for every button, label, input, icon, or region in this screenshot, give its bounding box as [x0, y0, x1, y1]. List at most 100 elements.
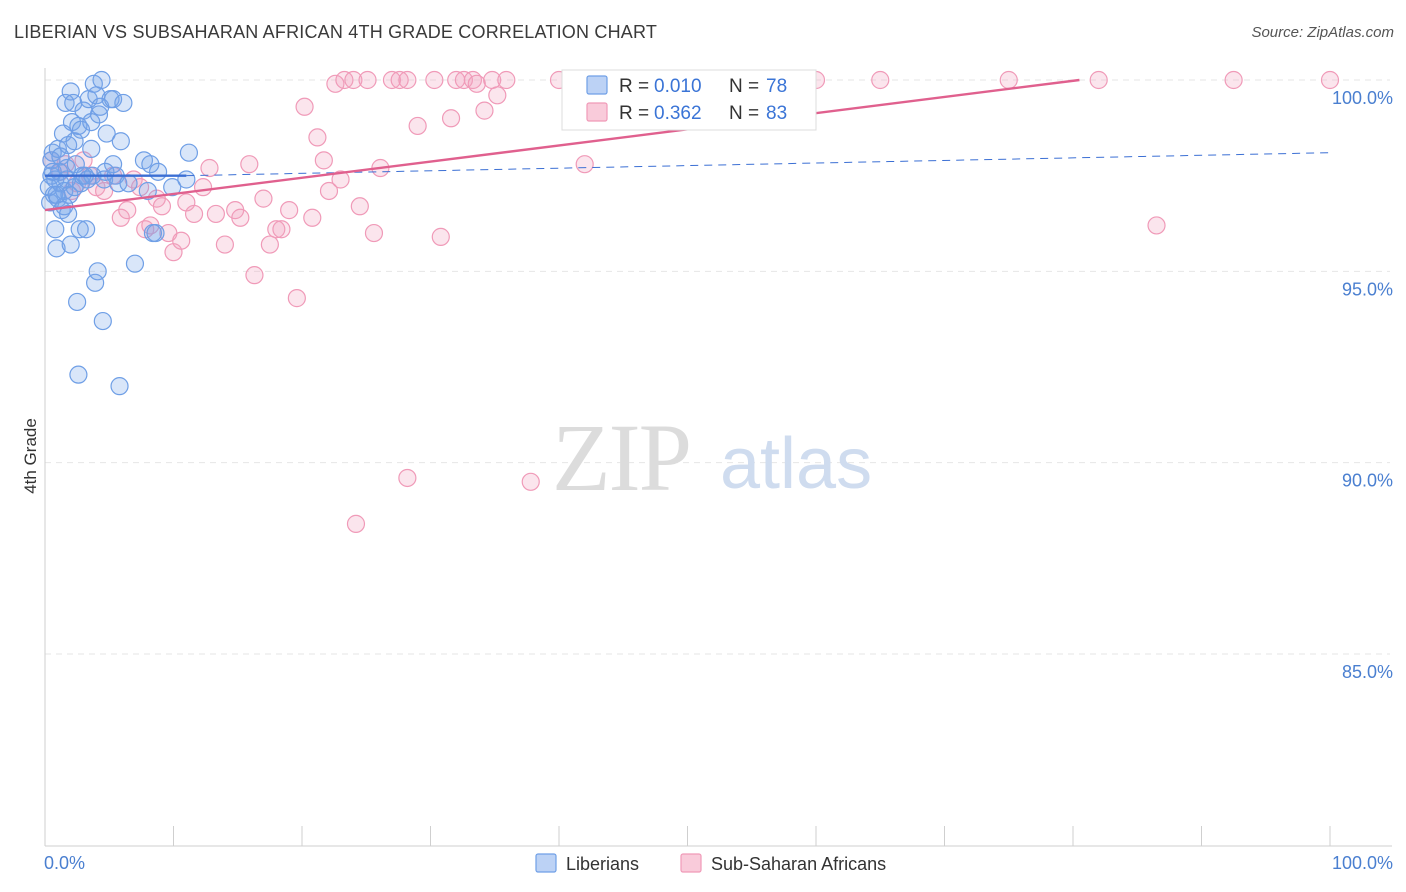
point-subsaharan-55	[431, 227, 450, 246]
point-liberians-67	[163, 178, 182, 197]
point-subsaharan-31	[254, 189, 273, 208]
point-subsaharan-41	[319, 181, 339, 201]
point-liberians-51	[97, 124, 116, 143]
point-subsaharan-80	[398, 468, 417, 488]
point-subsaharan-30	[245, 266, 264, 285]
point-liberians-40	[82, 139, 101, 158]
trend-solid-subsaharan	[44, 78, 1080, 212]
point-subsaharan-37	[295, 97, 314, 116]
legend-n-value-subsaharan: 83	[766, 103, 787, 124]
bottom-legend-label-liberians: Liberians	[566, 854, 639, 874]
x-tick-label-min: 0.0%	[44, 853, 85, 873]
point-liberians-37	[77, 220, 96, 239]
point-liberians-46	[89, 105, 109, 124]
point-subsaharan-28	[231, 208, 250, 227]
point-liberians-20	[59, 204, 78, 224]
bottom-legend-swatch-liberians	[535, 853, 557, 873]
legend-swatch-subsaharan	[586, 102, 608, 122]
point-subsaharan-56	[441, 109, 461, 128]
legend-series: Liberians Sub-Saharan Africans	[535, 853, 886, 874]
point-subsaharan-81	[521, 472, 540, 491]
point-subsaharan-64	[497, 70, 516, 90]
x-tick-label-max: 100.0%	[1332, 853, 1393, 873]
point-subsaharan-45	[344, 70, 363, 90]
point-liberians-39	[82, 112, 101, 132]
point-subsaharan-11	[118, 201, 137, 220]
point-subsaharan-25	[206, 204, 226, 224]
legend-r-label-liberians: R =	[619, 76, 649, 97]
watermark-atlas: atlas	[720, 424, 872, 504]
point-liberians-63	[141, 155, 160, 174]
point-subsaharan-38	[303, 208, 322, 227]
point-liberians-73	[78, 170, 97, 189]
point-subsaharan-82	[346, 514, 366, 533]
point-subsaharan-34	[272, 220, 291, 239]
bottom-legend-label-subsaharan: Sub-Saharan Africans	[711, 854, 886, 874]
series-sub-saharan-africans	[42, 70, 1340, 533]
trend-lines	[44, 78, 1331, 212]
point-subsaharan-63	[488, 86, 507, 105]
trend-dashed-liberians	[186, 152, 1331, 177]
legend-swatch-liberians	[586, 75, 608, 95]
point-liberians-60	[125, 254, 145, 273]
y-tick-label-0: 100.0%	[1332, 88, 1393, 108]
point-liberians-25	[64, 93, 83, 113]
point-subsaharan-50	[382, 70, 402, 90]
point-liberians-68	[177, 170, 196, 189]
point-subsaharan-40	[314, 151, 333, 170]
point-subsaharan-61	[475, 101, 494, 120]
point-subsaharan-46	[350, 197, 369, 216]
point-liberians-22	[61, 82, 80, 101]
point-liberians-23	[61, 235, 80, 254]
point-liberians-57	[110, 377, 129, 396]
point-liberians-58	[114, 93, 133, 113]
point-liberians-6	[46, 220, 65, 239]
point-subsaharan-26	[215, 235, 234, 254]
point-subsaharan-17	[152, 197, 172, 216]
point-liberians-65	[146, 223, 165, 243]
axes	[44, 68, 1392, 847]
point-subsaharan-67	[575, 155, 594, 174]
point-subsaharan-60	[467, 74, 486, 93]
legend-n-label-liberians: N =	[729, 76, 759, 97]
y-tick-label-3: 85.0%	[1342, 662, 1393, 682]
legend-stats: R = 0.010 N = 78 R = 0.362 N = 83	[561, 69, 817, 131]
point-subsaharan-75	[999, 70, 1018, 90]
y-axis-label: 4th Grade	[21, 418, 40, 494]
point-liberians-76	[96, 162, 115, 181]
point-subsaharan-47	[358, 70, 377, 90]
point-liberians-59	[111, 132, 130, 151]
watermark-zip: ZIP	[552, 404, 690, 511]
point-subsaharan-29	[240, 155, 259, 174]
series-liberians	[39, 70, 199, 396]
point-liberians-75	[57, 170, 76, 189]
legend-r-value-liberians: 0.010	[654, 76, 702, 97]
x-tick-labels: 0.0% 100.0%	[44, 853, 1393, 873]
point-subsaharan-43	[331, 170, 350, 189]
point-liberians-32	[70, 220, 89, 239]
point-subsaharan-33	[267, 220, 286, 239]
legend-n-value-liberians: 78	[766, 76, 787, 97]
chart-source: Source: ZipAtlas.com	[1251, 24, 1394, 41]
point-subsaharan-35	[280, 201, 299, 220]
point-subsaharan-53	[408, 116, 427, 136]
legend-r-label-subsaharan: R =	[619, 103, 649, 124]
point-liberians-74	[47, 185, 66, 204]
point-liberians-26	[65, 132, 84, 151]
point-liberians-77	[119, 174, 138, 193]
point-subsaharan-51	[390, 70, 409, 90]
point-subsaharan-22	[184, 204, 204, 224]
point-subsaharan-76	[1089, 70, 1108, 90]
point-subsaharan-77	[1147, 216, 1166, 235]
y-tick-label-2: 90.0%	[1342, 471, 1393, 491]
point-subsaharan-23	[193, 178, 213, 197]
point-liberians-62	[138, 181, 157, 201]
point-subsaharan-32	[260, 235, 279, 254]
point-subsaharan-20	[172, 231, 191, 250]
point-liberians-71	[51, 147, 70, 166]
legend-n-label-subsaharan: N =	[729, 103, 759, 124]
point-subsaharan-54	[425, 70, 444, 90]
point-liberians-54	[104, 155, 123, 174]
point-liberians-66	[148, 162, 168, 181]
